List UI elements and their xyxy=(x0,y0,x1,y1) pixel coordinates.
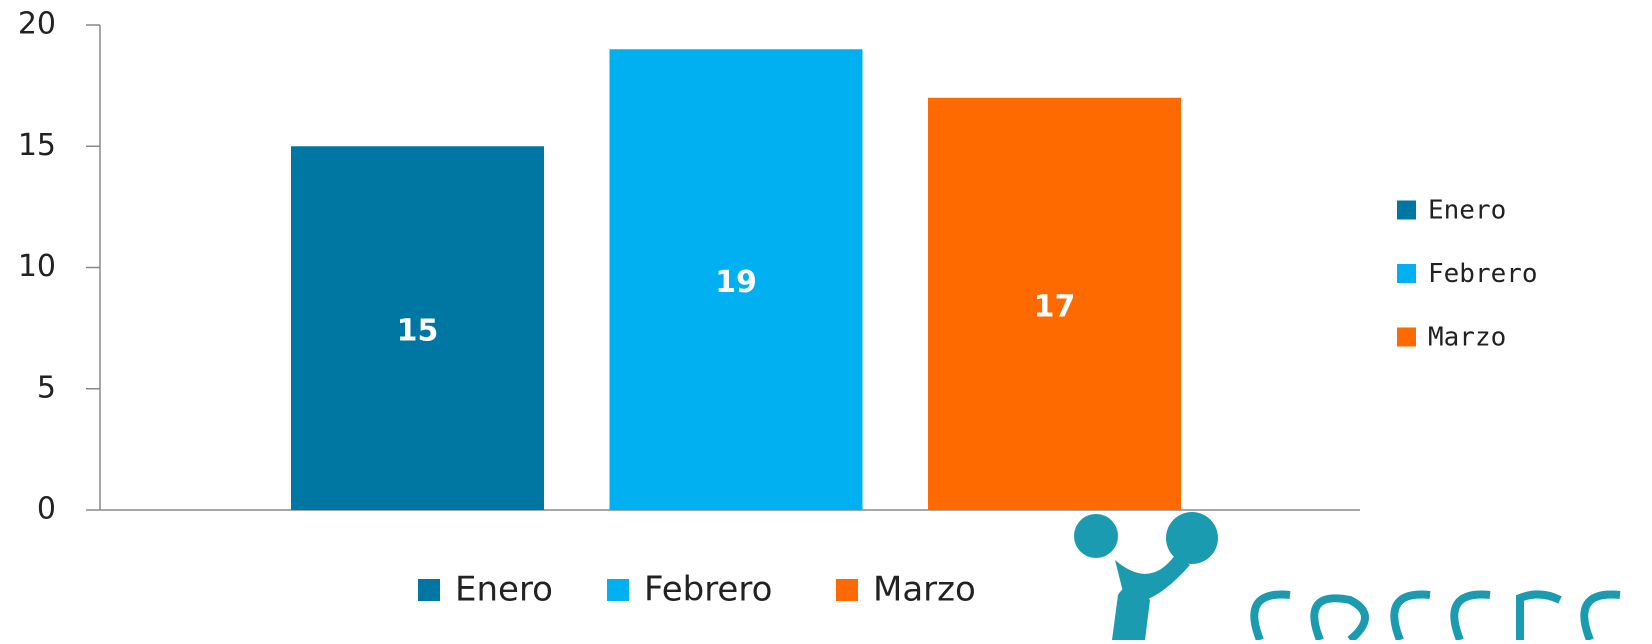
legend-swatch xyxy=(1397,264,1416,283)
legend-label: Marzo xyxy=(1428,323,1506,353)
data-label: 15 xyxy=(397,314,439,349)
legend-swatch xyxy=(418,579,440,601)
bar xyxy=(928,97,1181,510)
logo xyxy=(1074,512,1621,644)
bar xyxy=(291,146,544,510)
logo-shape xyxy=(1112,586,1150,640)
legend-swatch xyxy=(607,579,629,601)
y-tick-label: 10 xyxy=(18,249,56,284)
legend-swatch xyxy=(1397,200,1416,220)
legend-label: Enero xyxy=(1428,196,1506,226)
y-tick-label: 20 xyxy=(18,7,56,42)
legend-swatch xyxy=(836,579,858,601)
legend-swatch xyxy=(1397,327,1416,347)
bar xyxy=(609,49,863,510)
y-tick-label: 5 xyxy=(37,370,56,405)
legend-label: Febrero xyxy=(644,570,772,610)
legend-label: Marzo xyxy=(873,570,976,610)
logo-letters xyxy=(1250,590,1621,644)
logo-dot xyxy=(1074,514,1118,558)
logo-dot xyxy=(1166,512,1218,564)
data-label: 19 xyxy=(715,265,757,300)
legend-label: Febrero xyxy=(1428,259,1538,289)
data-label: 17 xyxy=(1034,289,1076,324)
y-tick-label: 0 xyxy=(37,492,56,527)
legend-label: Enero xyxy=(455,570,553,610)
y-tick-label: 15 xyxy=(18,128,56,163)
